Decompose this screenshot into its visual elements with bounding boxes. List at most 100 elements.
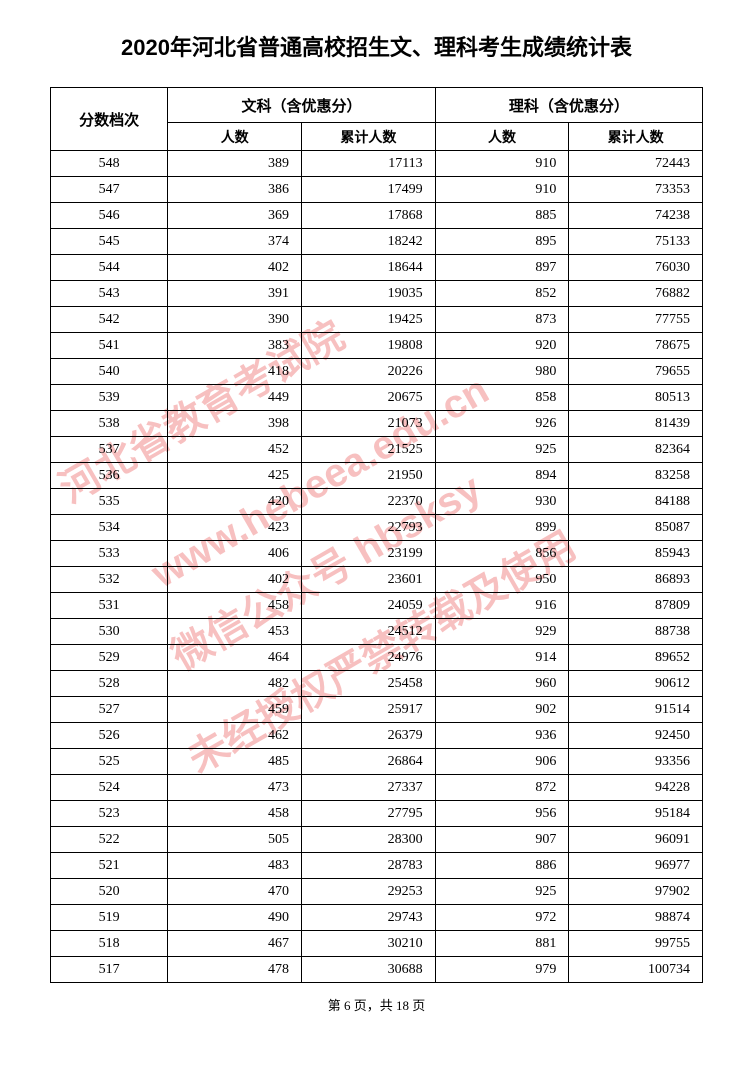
table-row: 5184673021088199755 bbox=[51, 931, 703, 957]
liberal-cumulative-cell: 24976 bbox=[302, 645, 436, 671]
liberal-count-cell: 383 bbox=[168, 333, 302, 359]
score-cell: 520 bbox=[51, 879, 168, 905]
science-count-cell: 894 bbox=[435, 463, 569, 489]
score-cell: 527 bbox=[51, 697, 168, 723]
liberal-cumulative-cell: 23199 bbox=[302, 541, 436, 567]
liberal-count-cell: 485 bbox=[168, 749, 302, 775]
table-body: 5483891711391072443547386174999107335354… bbox=[51, 151, 703, 983]
science-count-cell: 950 bbox=[435, 567, 569, 593]
table-row: 5473861749991073353 bbox=[51, 177, 703, 203]
liberal-cumulative-cell: 24512 bbox=[302, 619, 436, 645]
score-cell: 519 bbox=[51, 905, 168, 931]
header-count-liberal: 人数 bbox=[168, 123, 302, 151]
score-cell: 546 bbox=[51, 203, 168, 229]
liberal-count-cell: 452 bbox=[168, 437, 302, 463]
table-row: 5324022360195086893 bbox=[51, 567, 703, 593]
science-cumulative-cell: 95184 bbox=[569, 801, 703, 827]
liberal-count-cell: 462 bbox=[168, 723, 302, 749]
science-count-cell: 895 bbox=[435, 229, 569, 255]
score-cell: 538 bbox=[51, 411, 168, 437]
liberal-count-cell: 458 bbox=[168, 801, 302, 827]
liberal-count-cell: 464 bbox=[168, 645, 302, 671]
table-row: 5383982107392681439 bbox=[51, 411, 703, 437]
table-row: 5274592591790291514 bbox=[51, 697, 703, 723]
science-cumulative-cell: 89652 bbox=[569, 645, 703, 671]
science-cumulative-cell: 75133 bbox=[569, 229, 703, 255]
liberal-count-cell: 459 bbox=[168, 697, 302, 723]
liberal-cumulative-cell: 18242 bbox=[302, 229, 436, 255]
table-row: 51747830688979100734 bbox=[51, 957, 703, 983]
table-row: 5284822545896090612 bbox=[51, 671, 703, 697]
science-count-cell: 914 bbox=[435, 645, 569, 671]
table-row: 5413831980892078675 bbox=[51, 333, 703, 359]
table-row: 5264622637993692450 bbox=[51, 723, 703, 749]
liberal-cumulative-cell: 19035 bbox=[302, 281, 436, 307]
science-count-cell: 886 bbox=[435, 853, 569, 879]
science-count-cell: 916 bbox=[435, 593, 569, 619]
liberal-count-cell: 386 bbox=[168, 177, 302, 203]
table-row: 5423901942587377755 bbox=[51, 307, 703, 333]
liberal-count-cell: 402 bbox=[168, 567, 302, 593]
science-cumulative-cell: 74238 bbox=[569, 203, 703, 229]
header-count-science: 人数 bbox=[435, 123, 569, 151]
science-cumulative-cell: 99755 bbox=[569, 931, 703, 957]
liberal-cumulative-cell: 24059 bbox=[302, 593, 436, 619]
science-count-cell: 979 bbox=[435, 957, 569, 983]
table-row: 5225052830090796091 bbox=[51, 827, 703, 853]
table-row: 5404182022698079655 bbox=[51, 359, 703, 385]
header-science: 理科（含优惠分） bbox=[435, 88, 702, 123]
table-row: 5294642497691489652 bbox=[51, 645, 703, 671]
liberal-count-cell: 374 bbox=[168, 229, 302, 255]
liberal-cumulative-cell: 27337 bbox=[302, 775, 436, 801]
score-cell: 522 bbox=[51, 827, 168, 853]
score-cell: 541 bbox=[51, 333, 168, 359]
liberal-count-cell: 449 bbox=[168, 385, 302, 411]
liberal-count-cell: 483 bbox=[168, 853, 302, 879]
score-cell: 545 bbox=[51, 229, 168, 255]
page-title: 2020年河北省普通高校招生文、理科考生成绩统计表 bbox=[50, 30, 703, 62]
science-count-cell: 906 bbox=[435, 749, 569, 775]
liberal-cumulative-cell: 19425 bbox=[302, 307, 436, 333]
liberal-cumulative-cell: 21073 bbox=[302, 411, 436, 437]
liberal-cumulative-cell: 25917 bbox=[302, 697, 436, 723]
science-cumulative-cell: 94228 bbox=[569, 775, 703, 801]
liberal-count-cell: 482 bbox=[168, 671, 302, 697]
liberal-count-cell: 398 bbox=[168, 411, 302, 437]
score-cell: 524 bbox=[51, 775, 168, 801]
science-cumulative-cell: 79655 bbox=[569, 359, 703, 385]
liberal-cumulative-cell: 26864 bbox=[302, 749, 436, 775]
science-count-cell: 910 bbox=[435, 177, 569, 203]
liberal-count-cell: 402 bbox=[168, 255, 302, 281]
science-count-cell: 885 bbox=[435, 203, 569, 229]
liberal-cumulative-cell: 30688 bbox=[302, 957, 436, 983]
liberal-count-cell: 458 bbox=[168, 593, 302, 619]
table-row: 5234582779595695184 bbox=[51, 801, 703, 827]
liberal-count-cell: 473 bbox=[168, 775, 302, 801]
science-count-cell: 920 bbox=[435, 333, 569, 359]
table-row: 5204702925392597902 bbox=[51, 879, 703, 905]
score-cell: 539 bbox=[51, 385, 168, 411]
liberal-count-cell: 369 bbox=[168, 203, 302, 229]
score-cell: 542 bbox=[51, 307, 168, 333]
science-cumulative-cell: 85943 bbox=[569, 541, 703, 567]
science-cumulative-cell: 72443 bbox=[569, 151, 703, 177]
science-cumulative-cell: 97902 bbox=[569, 879, 703, 905]
science-cumulative-cell: 88738 bbox=[569, 619, 703, 645]
science-cumulative-cell: 84188 bbox=[569, 489, 703, 515]
score-cell: 533 bbox=[51, 541, 168, 567]
score-cell: 547 bbox=[51, 177, 168, 203]
table-row: 5304532451292988738 bbox=[51, 619, 703, 645]
science-cumulative-cell: 76030 bbox=[569, 255, 703, 281]
score-cell: 528 bbox=[51, 671, 168, 697]
science-count-cell: 929 bbox=[435, 619, 569, 645]
science-count-cell: 881 bbox=[435, 931, 569, 957]
liberal-count-cell: 490 bbox=[168, 905, 302, 931]
science-count-cell: 899 bbox=[435, 515, 569, 541]
science-cumulative-cell: 96977 bbox=[569, 853, 703, 879]
score-cell: 544 bbox=[51, 255, 168, 281]
score-cell: 521 bbox=[51, 853, 168, 879]
score-cell: 531 bbox=[51, 593, 168, 619]
liberal-count-cell: 425 bbox=[168, 463, 302, 489]
science-count-cell: 980 bbox=[435, 359, 569, 385]
liberal-count-cell: 470 bbox=[168, 879, 302, 905]
